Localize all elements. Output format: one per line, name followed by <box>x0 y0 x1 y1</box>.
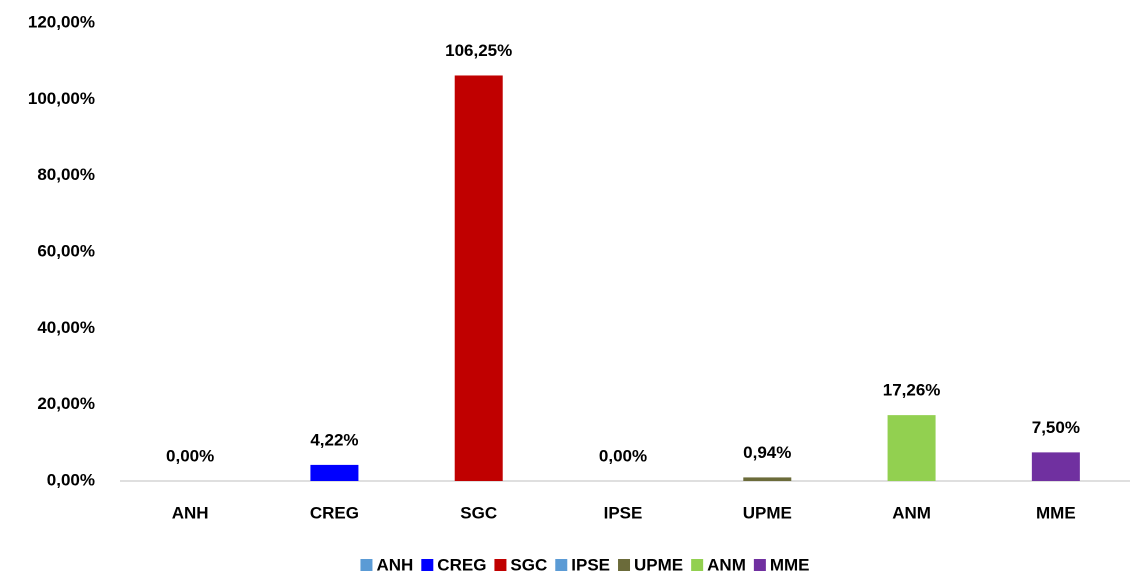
legend-label: ANM <box>707 555 746 573</box>
x-tick-label: ANH <box>172 503 209 522</box>
data-label: 106,25% <box>445 41 512 60</box>
legend-label: SGC <box>510 555 547 573</box>
y-tick-label: 80,00% <box>37 165 95 184</box>
bar <box>887 415 936 481</box>
y-tick-label: 60,00% <box>37 241 95 260</box>
legend-label: MME <box>770 555 810 573</box>
bar <box>454 75 503 482</box>
legend-swatch <box>753 559 766 571</box>
x-tick-label: CREG <box>310 503 359 522</box>
data-label: 0,00% <box>166 446 214 465</box>
legend-swatch <box>618 559 631 571</box>
legend-swatch <box>691 559 704 571</box>
data-label: 0,00% <box>599 446 647 465</box>
x-tick-label: SGC <box>460 503 497 522</box>
bar <box>1031 452 1080 481</box>
x-tick-label: MME <box>1036 503 1076 522</box>
data-label: 17,26% <box>883 381 941 400</box>
x-tick-label: UPME <box>743 503 792 522</box>
y-tick-label: 120,00% <box>28 12 95 31</box>
y-tick-label: 0,00% <box>47 470 95 489</box>
bar <box>743 477 792 481</box>
legend-swatch <box>421 559 434 571</box>
y-tick-label: 20,00% <box>37 394 95 413</box>
legend-swatch <box>360 559 373 571</box>
legend-label: CREG <box>437 555 486 573</box>
data-label: 4,22% <box>310 430 358 449</box>
bar <box>310 464 359 481</box>
legend-label: UPME <box>634 555 683 573</box>
legend-label: ANH <box>376 555 413 573</box>
y-tick-label: 100,00% <box>28 89 95 108</box>
data-label: 0,94% <box>743 443 791 462</box>
x-tick-label: ANM <box>892 503 931 522</box>
data-label: 7,50% <box>1032 418 1080 437</box>
legend-swatch <box>555 559 568 571</box>
legend-label: IPSE <box>571 555 610 573</box>
y-tick-label: 40,00% <box>37 318 95 337</box>
x-tick-label: IPSE <box>604 503 643 522</box>
legend-swatch <box>494 559 507 571</box>
